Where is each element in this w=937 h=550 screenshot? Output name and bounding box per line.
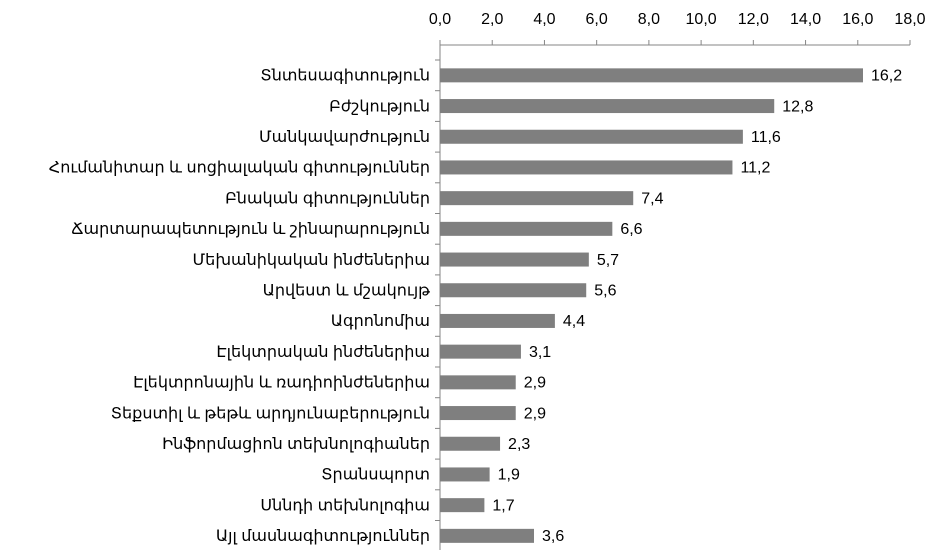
bar [440, 375, 516, 390]
value-label: 2,9 [524, 375, 546, 392]
value-label: 7,4 [641, 190, 663, 207]
y-tick-label: Ինֆորմացիոն տեխնոլոգիաներ [162, 436, 430, 453]
value-label: 11,6 [751, 129, 781, 146]
bar [440, 129, 743, 144]
y-tick-label: Տնտեսագիտություն [260, 68, 430, 85]
bar [440, 498, 485, 513]
bar [440, 344, 521, 359]
y-tick-label: Սննդի տեխնոլոգիա [260, 497, 430, 514]
bar [440, 68, 863, 83]
y-tick-label: Էլեկտրական ինժեներիա [216, 344, 430, 361]
bar [440, 191, 634, 206]
bar [440, 406, 516, 421]
value-label: 2,3 [508, 436, 530, 453]
x-tick-label: 4,0 [533, 11, 555, 28]
value-label: 4,4 [563, 313, 585, 330]
value-label: 3,6 [542, 528, 564, 545]
x-tick-label: 8,0 [638, 11, 660, 28]
y-tick-label: Ագրոնոմիա [331, 313, 430, 330]
bar [440, 99, 775, 114]
x-tick-label: 14,0 [790, 11, 821, 28]
bar [440, 528, 534, 543]
bar [440, 436, 501, 451]
value-label: 16,2 [871, 68, 902, 85]
y-tick-label: Արվեստ և մշակույթ [263, 282, 431, 299]
y-tick-label: Տրանսպորտ [321, 467, 430, 484]
value-label: 1,9 [498, 467, 520, 484]
bar [440, 160, 733, 175]
bar [440, 313, 555, 328]
y-tick-label: Մանկավարժություն [259, 129, 430, 146]
x-tick-label: 10,0 [686, 11, 717, 28]
y-tick-label: Ճարտարապետություն և շինարարություն [71, 221, 430, 238]
bar [440, 467, 490, 482]
x-tick-label: 0,0 [429, 11, 451, 28]
y-tick-label: Մեխանիկական ինժեներիա [193, 252, 430, 269]
x-tick-label: 6,0 [586, 11, 608, 28]
bar [440, 252, 589, 267]
y-tick-label: Էլեկտրոնային և ռադիոինժեներիա [133, 375, 430, 392]
value-label: 12,8 [782, 98, 813, 115]
value-label: 3,1 [529, 344, 551, 361]
value-label: 1,7 [492, 497, 514, 514]
y-tick-label: Բնական գիտություններ [225, 190, 430, 207]
x-tick-label: 2,0 [481, 11, 503, 28]
y-tick-label: Տեքստիլ և թեթև արդյունաբերություն [111, 405, 430, 422]
bar [440, 283, 587, 298]
x-tick-label: 12,0 [738, 11, 769, 28]
y-tick-label: Հումանիտար և սոցիալական գիտություններ [49, 160, 430, 177]
x-tick-label: 18,0 [894, 11, 925, 28]
y-tick-label: Այլ մասնագիտություններ [216, 528, 430, 545]
x-tick-label: 16,0 [842, 11, 873, 28]
value-label: 5,7 [597, 252, 619, 269]
bar [440, 221, 613, 236]
value-label: 2,9 [524, 405, 546, 422]
value-label: 5,6 [594, 282, 616, 299]
value-label: 11,2 [740, 160, 770, 177]
y-tick-label: Բժշկություն [329, 98, 430, 115]
value-label: 6,6 [620, 221, 642, 238]
